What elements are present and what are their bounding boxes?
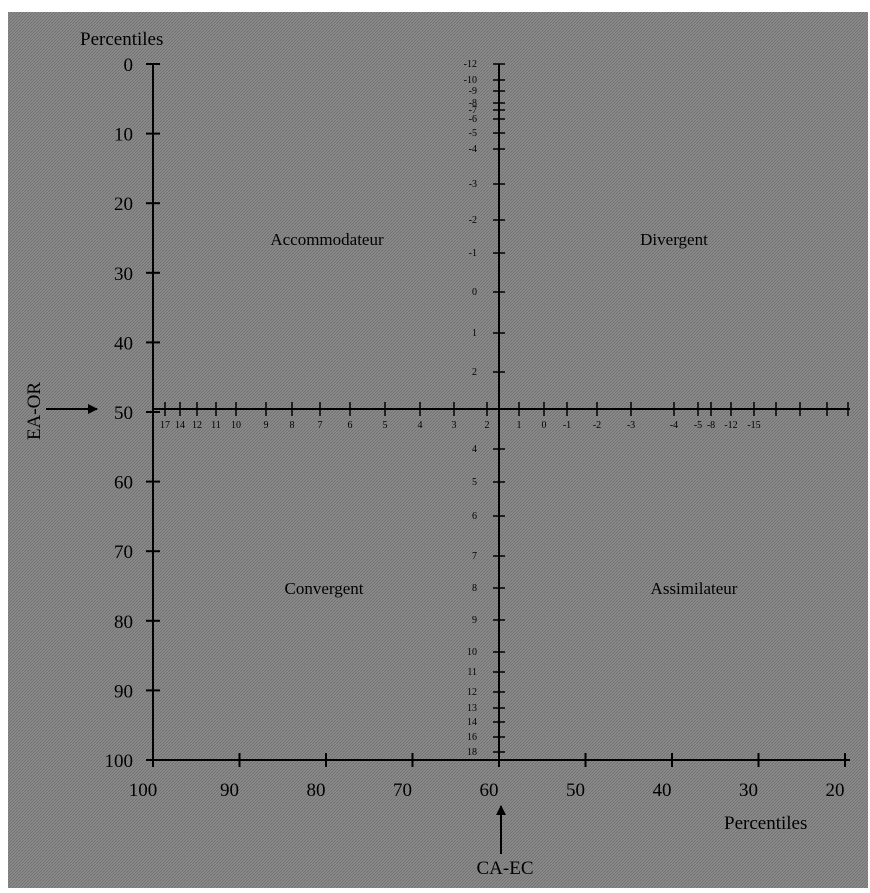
- center-vertical-tick-label: 4: [472, 444, 477, 455]
- left-tick-label: 50: [114, 403, 133, 424]
- left-axis-ticks: 0 10 20 30 40 50 60 70 80 90 100: [105, 55, 160, 772]
- center-vertical-tick-label: 0: [472, 287, 477, 298]
- center-horizontal-tick-label: 12: [192, 420, 202, 431]
- center-horizontal-tick-label: 4: [418, 420, 423, 431]
- center-horizontal-tick-label: 9: [264, 420, 269, 431]
- left-axis-title: Percentiles: [80, 29, 163, 50]
- bottom-axis-title: Percentiles: [724, 813, 807, 834]
- center-vertical-tick-label: 9: [472, 615, 477, 626]
- center-horizontal-tick-label: 5: [383, 420, 388, 431]
- bottom-tick-label: 60: [480, 780, 499, 801]
- left-tick-label: 0: [124, 55, 134, 76]
- center-horizontal-tick-label: 11: [211, 420, 221, 431]
- center-horizontal-tick-label: -3: [627, 420, 635, 431]
- center-horizontal-tick-label: 7: [318, 420, 323, 431]
- left-tick-label: 70: [114, 542, 133, 563]
- center-vertical-tick-label: 2: [472, 367, 477, 378]
- center-horizontal-tick-label: 6: [348, 420, 353, 431]
- center-vertical-tick-label: -1: [469, 248, 477, 259]
- quadrant-bottom-right: Assimilateur: [651, 579, 738, 598]
- center-horizontal-tick-label: -15: [747, 420, 760, 431]
- bottom-tick-label: 70: [393, 780, 412, 801]
- left-tick-label: 90: [114, 681, 133, 702]
- bottom-tick-label: 30: [739, 780, 758, 801]
- center-horizontal-tick-label: -4: [670, 420, 678, 431]
- center-vertical-tick-label: -4: [469, 144, 477, 155]
- quadrant-bottom-left: Convergent: [284, 579, 363, 598]
- center-vertical-tick-label: -9: [469, 86, 477, 97]
- center-vertical-tick-label: 16: [467, 732, 477, 743]
- hatched-background: [8, 12, 868, 888]
- left-tick-label: 100: [105, 751, 134, 772]
- center-vertical-tick-label: -2: [469, 215, 477, 226]
- left-tick-label: 20: [114, 194, 133, 215]
- quadrant-top-right: Divergent: [640, 230, 708, 249]
- bottom-tick-label: 80: [307, 780, 326, 801]
- center-horizontal-tick-label: 14: [175, 420, 185, 431]
- center-vertical-tick-label: -7: [469, 105, 477, 116]
- center-horizontal-ticks: 17 14 12 11 10 9 8 7 6 5 4 3 2 1 0 -1 -2 -3 -4 -5 -8 -12 -15: [160, 402, 849, 431]
- left-tick-label: 60: [114, 473, 133, 494]
- center-horizontal-tick-label: -12: [724, 420, 737, 431]
- center-vertical-tick-label: 13: [467, 703, 477, 714]
- center-vertical-tick-label: 7: [472, 551, 477, 562]
- center-vertical-tick-label: -12: [464, 59, 477, 70]
- bottom-tick-label: 40: [653, 780, 672, 801]
- left-tick-label: 10: [114, 125, 133, 146]
- bottom-tick-label: 20: [826, 780, 845, 801]
- quadrant-top-left: Accommodateur: [270, 230, 384, 249]
- bottom-axis-ticks: 100 90 80 70 60 50 40 30 20: [129, 753, 846, 801]
- ea-or-label: EA-OR: [24, 382, 45, 440]
- center-horizontal-tick-label: -1: [563, 420, 571, 431]
- center-vertical-tick-label: 14: [467, 717, 477, 728]
- center-vertical-tick-label: 1: [472, 328, 477, 339]
- ca-ec-label: CA-EC: [477, 858, 534, 879]
- bottom-tick-label: 50: [566, 780, 585, 801]
- left-tick-label: 80: [114, 612, 133, 633]
- bottom-tick-label: 100: [129, 780, 158, 801]
- center-vertical-tick-label: -6: [469, 114, 477, 125]
- center-vertical-tick-label: 8: [472, 583, 477, 594]
- left-tick-label: 40: [114, 333, 133, 354]
- center-vertical-tick-label: 18: [467, 747, 477, 758]
- center-horizontal-tick-label: 10: [231, 420, 241, 431]
- center-vertical-tick-label: -3: [469, 179, 477, 190]
- center-vertical-ticks: -12-10-9-8-7-6-5-4-3-2-10124567891011121…: [464, 59, 505, 758]
- center-horizontal-tick-label: -2: [593, 420, 601, 431]
- center-horizontal-tick-label: 1: [517, 420, 522, 431]
- center-horizontal-tick-label: 3: [452, 420, 457, 431]
- center-horizontal-tick-label: -5: [694, 420, 702, 431]
- center-vertical-tick-label: 10: [467, 647, 477, 658]
- center-vertical-tick-label: 11: [467, 667, 477, 678]
- center-horizontal-tick-label: 2: [485, 420, 490, 431]
- center-horizontal-tick-label: 0: [542, 420, 547, 431]
- center-horizontal-tick-label: 8: [290, 420, 295, 431]
- center-vertical-tick-label: -10: [464, 75, 477, 86]
- bottom-tick-label: 90: [220, 780, 239, 801]
- center-vertical-tick-label: 5: [472, 477, 477, 488]
- center-vertical-tick-label: -5: [469, 128, 477, 139]
- center-vertical-tick-label: 6: [472, 511, 477, 522]
- center-horizontal-tick-label: 17: [160, 420, 170, 431]
- center-vertical-tick-label: 12: [467, 687, 477, 698]
- center-vertical-tick-label: -8: [469, 98, 477, 109]
- center-horizontal-tick-label: -8: [707, 420, 715, 431]
- left-tick-label: 30: [114, 264, 133, 285]
